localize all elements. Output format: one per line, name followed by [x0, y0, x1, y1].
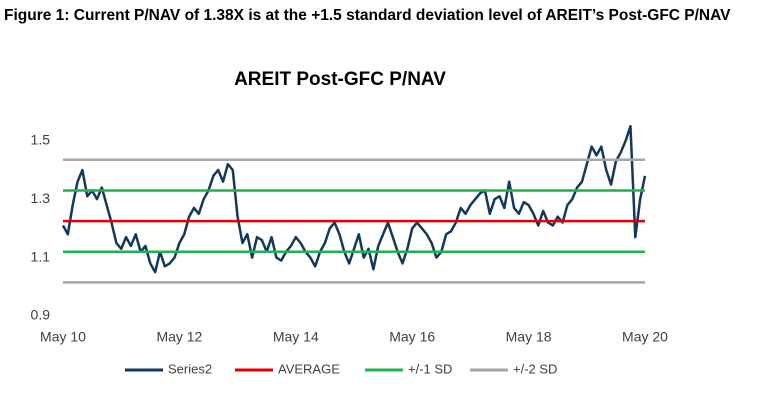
- x-tick-label: May 14: [273, 329, 319, 345]
- legend-label: AVERAGE: [278, 361, 340, 376]
- legend-label: +/-2 SD: [513, 361, 557, 376]
- legend-label: Series2: [168, 361, 212, 376]
- y-tick-label: 0.9: [31, 307, 51, 323]
- legend-label: +/-1 SD: [408, 361, 452, 376]
- y-tick-label: 1.5: [31, 132, 51, 148]
- x-tick-label: May 18: [506, 329, 552, 345]
- figure-caption: Figure 1: Current P/NAV of 1.38X is at t…: [4, 7, 731, 24]
- y-tick-label: 1.1: [31, 248, 51, 264]
- y-tick-label: 1.3: [31, 190, 51, 206]
- x-tick-label: May 20: [622, 329, 668, 345]
- data-line: [61, 124, 647, 274]
- chart-title: AREIT Post-GFC P/NAV: [234, 69, 446, 90]
- x-tick-label: May 10: [40, 329, 86, 345]
- x-tick-label: May 16: [389, 329, 435, 345]
- x-tick-label: May 12: [156, 329, 202, 345]
